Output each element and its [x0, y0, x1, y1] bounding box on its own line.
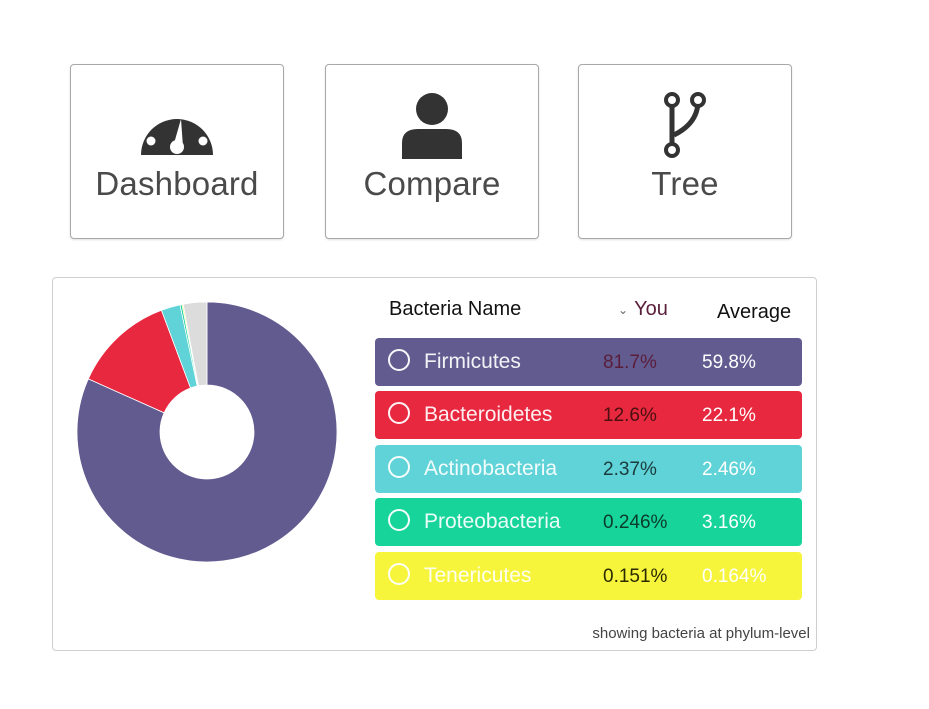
header-you-label: You [634, 298, 668, 320]
compare-label: Compare [363, 165, 501, 202]
bacteria-row[interactable]: Tenericutes 0.151% 0.164% [375, 552, 802, 600]
bacteria-row[interactable]: Actinobacteria 2.37% 2.46% [375, 445, 802, 493]
bacteria-name: Proteobacteria [424, 510, 561, 533]
you-value: 2.37% [603, 459, 657, 480]
you-value: 0.246% [603, 512, 668, 533]
person-icon [326, 91, 538, 159]
radio-circle-icon[interactable] [388, 456, 410, 478]
radio-circle-icon[interactable] [388, 402, 410, 424]
dashboard-button[interactable]: Dashboard [70, 64, 284, 239]
you-value: 12.6% [603, 405, 657, 426]
you-value: 81.7% [603, 352, 657, 373]
bacteria-name: Actinobacteria [424, 457, 558, 480]
radio-circle-icon[interactable] [388, 509, 410, 531]
average-value: 59.8% [702, 352, 756, 373]
compare-button[interactable]: Compare [325, 64, 539, 239]
tree-button[interactable]: Tree [578, 64, 792, 239]
radio-circle-icon[interactable] [388, 349, 410, 371]
fork-icon [579, 91, 791, 159]
you-value: 0.151% [603, 566, 668, 587]
bacteria-row[interactable]: Proteobacteria 0.246% 3.16% [375, 498, 802, 546]
radio-circle-icon[interactable] [388, 563, 410, 585]
bacteria-panel: Bacteria Name ⌄ You Average Firmicutes 81… [52, 277, 817, 651]
bacteria-row[interactable]: Bacteroidetes 12.6% 22.1% [375, 391, 802, 439]
header-average: Average [717, 301, 792, 323]
footnote: showing bacteria at phylum-level [592, 625, 810, 642]
bacteria-name: Tenericutes [424, 564, 532, 587]
chevron-down-icon: ⌄ [618, 302, 629, 317]
header-bacteria-name: Bacteria Name [389, 298, 522, 320]
donut-slice-other[interactable] [182, 301, 208, 387]
dashboard-label: Dashboard [95, 165, 259, 202]
tree-label: Tree [651, 165, 719, 202]
average-value: 3.16% [702, 512, 756, 533]
donut-slice-firmicutes[interactable] [76, 301, 338, 563]
average-value: 0.164% [702, 566, 767, 587]
header-you-sort[interactable]: ⌄ You [618, 298, 668, 321]
bacteria-name: Firmicutes [424, 350, 521, 373]
bacteria-row[interactable]: Firmicutes 81.7% 59.8% [375, 338, 802, 386]
speedometer-icon [71, 91, 283, 159]
phylum-donut-chart [76, 301, 338, 563]
average-value: 2.46% [702, 459, 756, 480]
average-value: 22.1% [702, 405, 756, 426]
bacteria-name: Bacteroidetes [424, 403, 553, 426]
